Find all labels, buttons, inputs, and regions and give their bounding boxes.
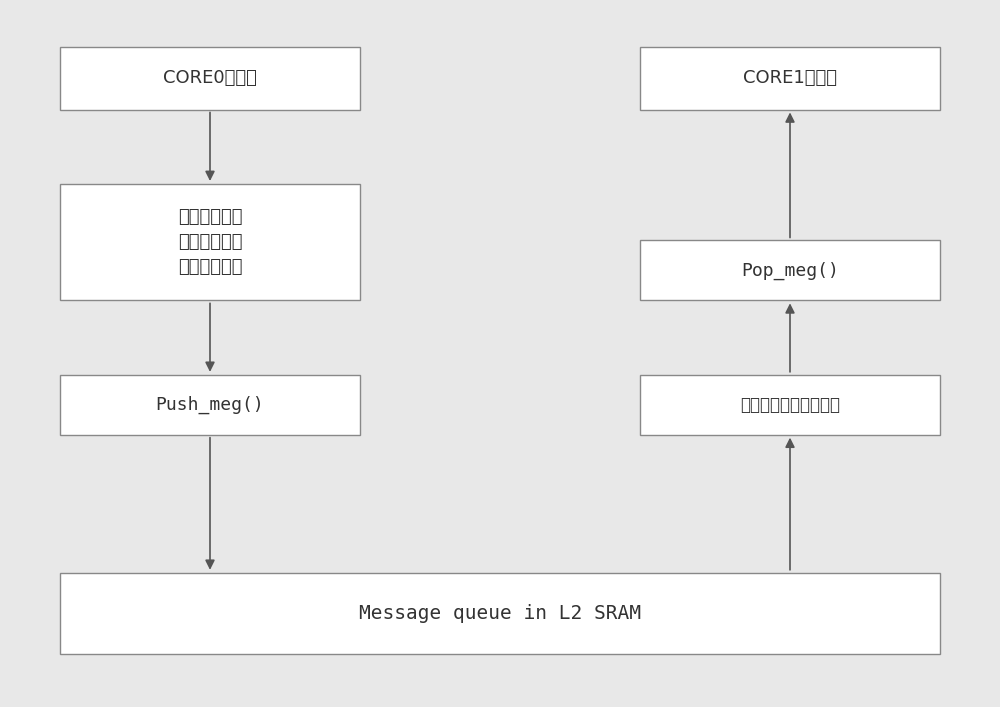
FancyBboxPatch shape [640, 240, 940, 300]
Text: Message queue in L2 SRAM: Message queue in L2 SRAM [359, 604, 641, 623]
FancyBboxPatch shape [640, 47, 940, 110]
Text: Push_meg(): Push_meg() [156, 396, 264, 414]
Text: 设置信息类型
填充信息内容
确定信息长度: 设置信息类型 填充信息内容 确定信息长度 [178, 208, 242, 276]
Text: CORE0发送端: CORE0发送端 [163, 69, 257, 88]
Text: 设置要接收的信息类型: 设置要接收的信息类型 [740, 396, 840, 414]
Text: Pop_meg(): Pop_meg() [741, 262, 839, 279]
Text: CORE1接收端: CORE1接收端 [743, 69, 837, 88]
FancyBboxPatch shape [60, 375, 360, 435]
FancyBboxPatch shape [60, 184, 360, 300]
FancyBboxPatch shape [60, 47, 360, 110]
FancyBboxPatch shape [60, 573, 940, 654]
FancyBboxPatch shape [640, 375, 940, 435]
